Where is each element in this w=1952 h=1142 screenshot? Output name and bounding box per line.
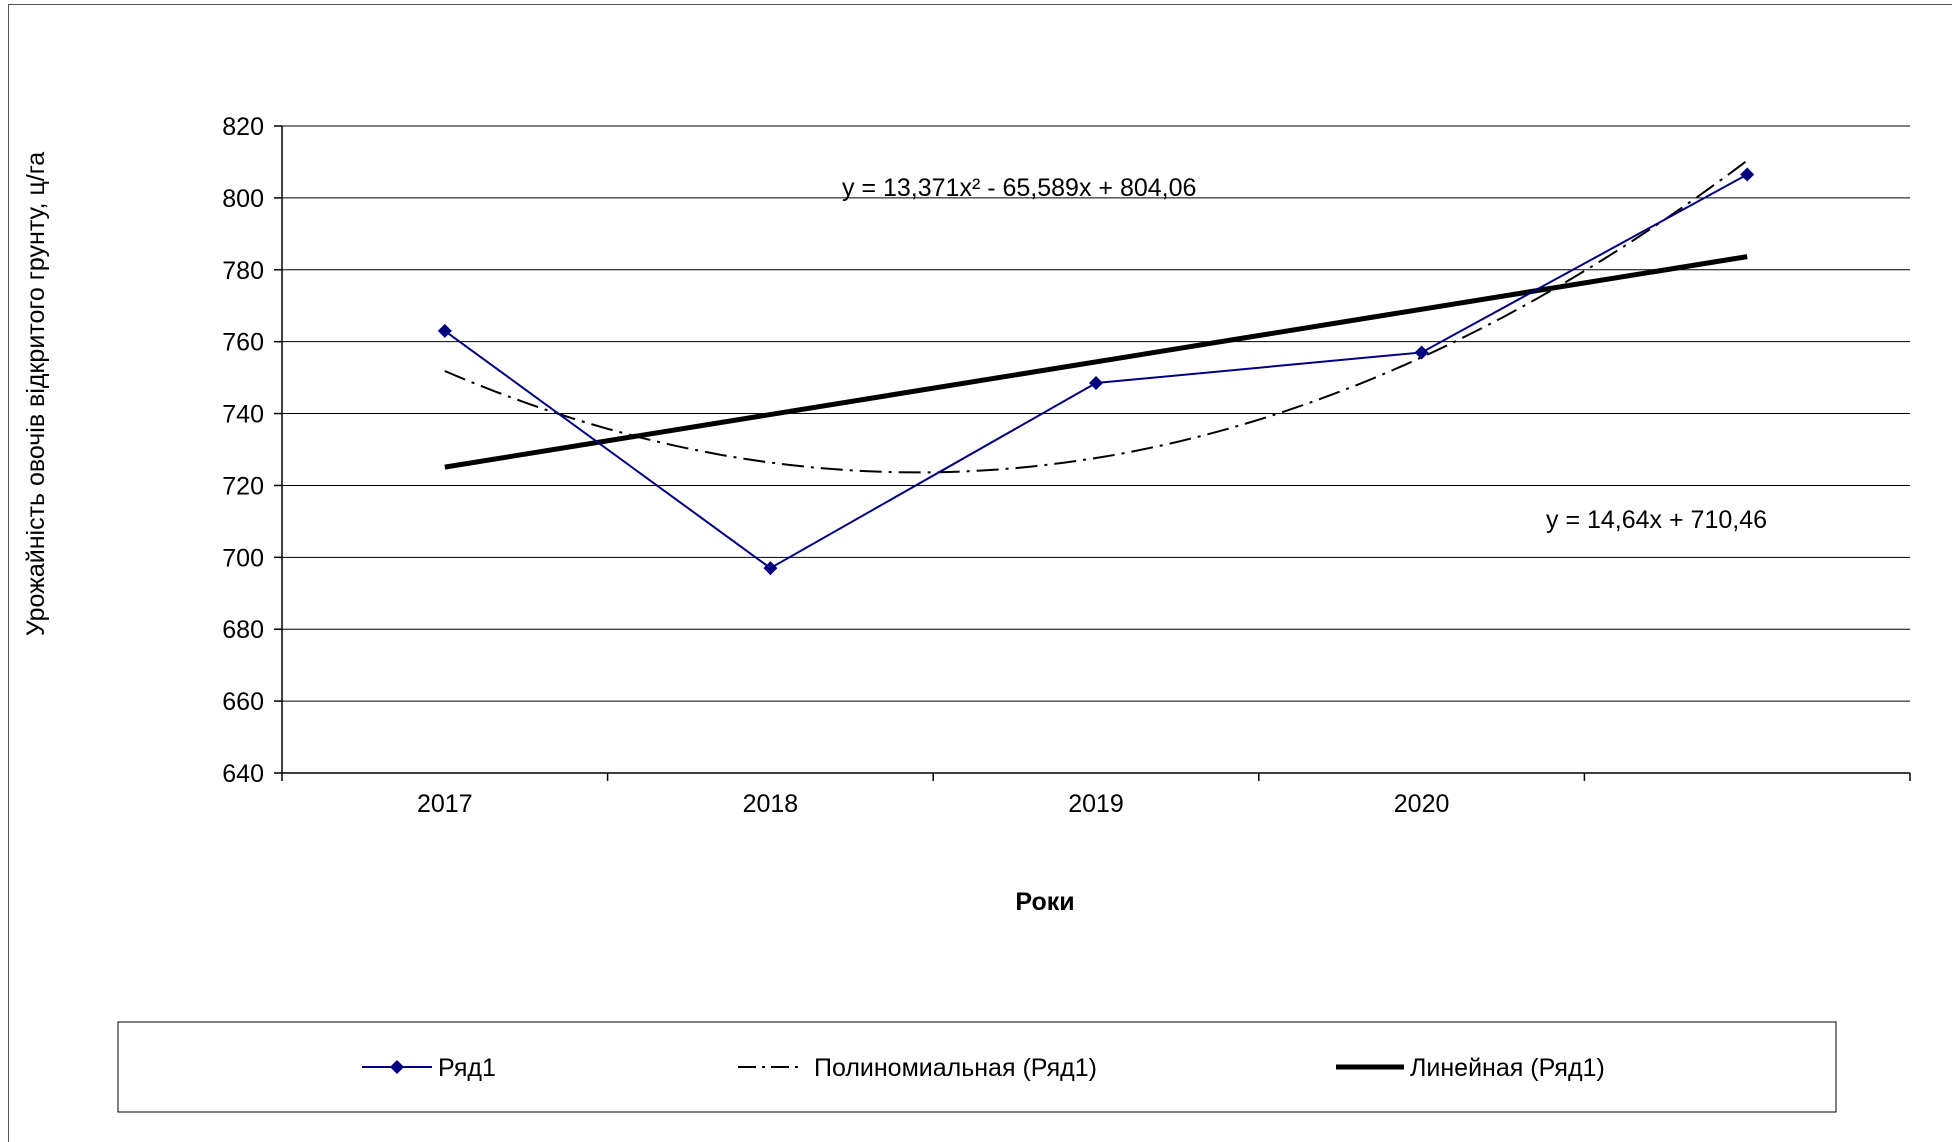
y-tick-label: 800	[222, 185, 264, 213]
y-tick-label: 740	[222, 401, 264, 429]
y-tick-labels: 640 660 680 700 720 740 760 780 800 820	[222, 113, 282, 788]
legend-label-ryad1: Ряд1	[438, 1054, 496, 1082]
y-axis-title: Урожайність овочів відкритого грунту, ц/…	[22, 152, 50, 636]
polynomial-trendline-path	[444, 159, 1748, 474]
legend: Ряд1 Полиномиальная (Ряд1) Линейная (Ряд…	[117, 1021, 1837, 1113]
x-tick-label: 2020	[1394, 790, 1450, 818]
data-point-marker	[1740, 167, 1755, 182]
data-point-marker	[437, 323, 452, 338]
y-tick-label: 700	[222, 544, 264, 572]
x-axis-title: Роки	[1015, 888, 1074, 916]
series-ryad1	[437, 167, 1755, 576]
x-tick-labels: 2017 2018 2019 2020	[281, 773, 1911, 818]
legend-label-polynomial: Полиномиальная (Ряд1)	[814, 1054, 1097, 1082]
y-tick-label: 820	[222, 113, 264, 141]
x-tick-label: 2017	[417, 790, 473, 818]
legend-label-linear: Линейная (Ряд1)	[1410, 1054, 1605, 1082]
data-point-marker	[1089, 376, 1103, 391]
y-tick-label: 680	[222, 616, 264, 644]
axes	[281, 126, 1910, 774]
chart-area	[8, 4, 1952, 1142]
linear-equation-label: y = 14,64x + 710,46	[1546, 506, 1767, 534]
y-tick-label: 720	[222, 472, 264, 500]
linear-trendline	[444, 254, 1748, 470]
data-point-marker	[763, 561, 778, 576]
linear-trendline-path	[444, 254, 1748, 470]
x-tick-label: 2019	[1068, 790, 1124, 818]
y-tick-label: 780	[222, 257, 264, 285]
polynomial-trendline	[444, 159, 1748, 474]
gridlines	[282, 125, 1910, 702]
x-tick-label: 2018	[743, 790, 799, 818]
legend-marker-ryad1	[390, 1060, 404, 1074]
polynomial-equation-label: y = 13,371x² - 65,589x + 804,06	[842, 174, 1196, 202]
data-point-marker	[1414, 345, 1429, 360]
y-tick-label: 760	[222, 329, 264, 357]
y-tick-label: 660	[222, 688, 264, 716]
y-tick-label: 640	[222, 760, 264, 788]
